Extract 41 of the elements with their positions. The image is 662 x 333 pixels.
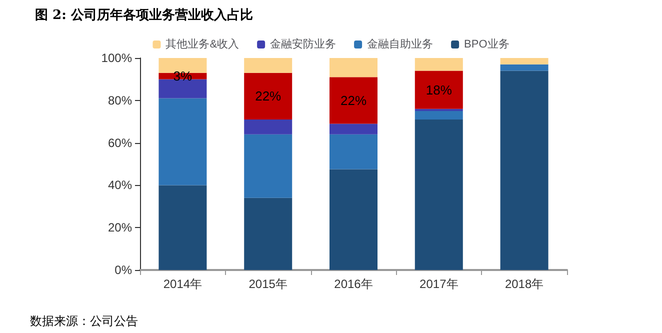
bar bbox=[158, 98, 207, 186]
y-tick-label: 80% bbox=[108, 93, 132, 108]
x-tick-label: 2015年 bbox=[248, 277, 288, 291]
legend-label: 金融自助业务 bbox=[367, 38, 434, 50]
bar bbox=[500, 58, 548, 64]
bar bbox=[330, 134, 378, 170]
bar bbox=[500, 64, 548, 71]
x-tick-label: 2014年 bbox=[163, 277, 202, 291]
legend-label: 金融安防业务 bbox=[270, 38, 336, 50]
bar bbox=[244, 134, 292, 198]
y-tick-label: 40% bbox=[108, 178, 132, 192]
data-label: 22% bbox=[340, 92, 367, 108]
y-tick-label: 0% bbox=[114, 263, 132, 277]
y-tick-label: 60% bbox=[108, 136, 132, 150]
bar bbox=[244, 119, 292, 134]
x-tick-label: 2018年 bbox=[504, 277, 544, 291]
bar bbox=[330, 77, 378, 124]
legend-label: 其他业务&收入 bbox=[166, 38, 240, 50]
bar bbox=[500, 70, 548, 270]
y-tick-label: 20% bbox=[108, 220, 132, 235]
legend-label: BPO业务 bbox=[464, 38, 510, 50]
bar bbox=[158, 58, 207, 73]
chart-title: 图 2: 公司历年各项业务营业收入占比 bbox=[35, 7, 253, 23]
x-tick-label: 2017年 bbox=[420, 277, 458, 291]
source-note: 数据来源：公司公告 bbox=[30, 314, 138, 328]
bar bbox=[330, 58, 378, 78]
bar bbox=[414, 111, 463, 120]
bar bbox=[158, 185, 207, 270]
bar bbox=[414, 119, 463, 270]
bar bbox=[244, 72, 292, 120]
bar bbox=[330, 169, 378, 270]
bar bbox=[330, 124, 378, 134]
bar bbox=[158, 79, 207, 98]
data-label: 18% bbox=[426, 82, 452, 98]
bar bbox=[414, 70, 463, 109]
data-label: 22% bbox=[255, 88, 282, 104]
bar bbox=[244, 58, 292, 73]
y-tick-label: 100% bbox=[101, 51, 132, 65]
x-tick-label: 2016年 bbox=[334, 277, 373, 291]
bar bbox=[244, 198, 292, 270]
bar bbox=[414, 58, 463, 71]
